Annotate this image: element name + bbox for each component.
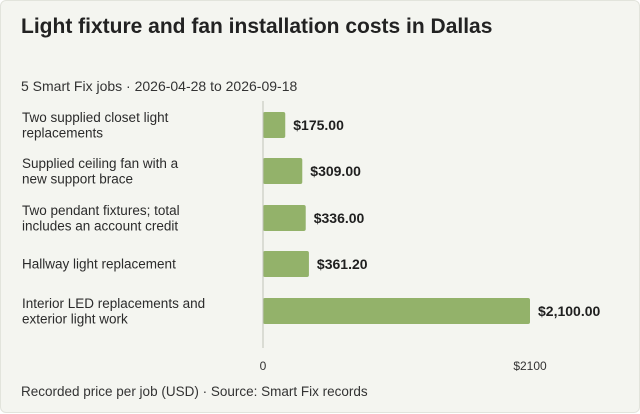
bar — [263, 158, 303, 184]
category-label-line: replacements — [22, 125, 103, 140]
category-label: Two supplied closet light replacements — [22, 110, 169, 141]
category-label: Supplied ceiling fan with a new support b… — [22, 156, 179, 187]
bar-value-label: $175.00 — [293, 117, 344, 133]
bar-value-label: $309.00 — [310, 163, 361, 179]
category-label-line: Supplied ceiling fan with a — [22, 156, 179, 171]
category-label: Two pendant fixtures; total includes an a… — [22, 203, 180, 234]
chart-title: Light fixture and fan installation costs… — [21, 15, 493, 38]
x-tick-labels-group: 0 $2100 — [260, 359, 547, 373]
bar — [263, 251, 309, 277]
category-label-line: Interior LED replacements and — [22, 296, 205, 311]
chart-subtitle: 5 Smart Fix jobs · 2026-04-28 to 2026-09… — [21, 78, 298, 94]
category-label-line: Two supplied closet light — [22, 110, 169, 125]
bar-value-label: $361.20 — [317, 256, 368, 272]
bar-value-label: $336.00 — [314, 210, 365, 226]
value-labels-group: $175.00 $309.00 $336.00 $361.20 $2,100.00 — [293, 117, 600, 319]
bar — [263, 205, 306, 231]
chart-footer: Recorded price per job (USD) · Source: S… — [21, 384, 368, 399]
bars-group — [263, 112, 530, 324]
category-label-line: includes an account credit — [22, 218, 178, 233]
x-tick-label: $2100 — [513, 359, 547, 373]
x-tick-label: 0 — [260, 359, 267, 373]
bar — [263, 298, 530, 324]
bar-value-label: $2,100.00 — [538, 303, 600, 319]
category-label-line: new support brace — [22, 171, 133, 186]
category-label-line: Hallway light replacement — [22, 257, 176, 272]
category-label: Interior LED replacements and exterior li… — [22, 296, 205, 327]
category-label: Hallway light replacement — [22, 257, 176, 272]
bar — [263, 112, 286, 138]
category-labels-group: Two supplied closet light replacements Sup… — [22, 110, 205, 327]
category-label-line: Two pendant fixtures; total — [22, 203, 180, 218]
category-label-line: exterior light work — [22, 311, 128, 326]
